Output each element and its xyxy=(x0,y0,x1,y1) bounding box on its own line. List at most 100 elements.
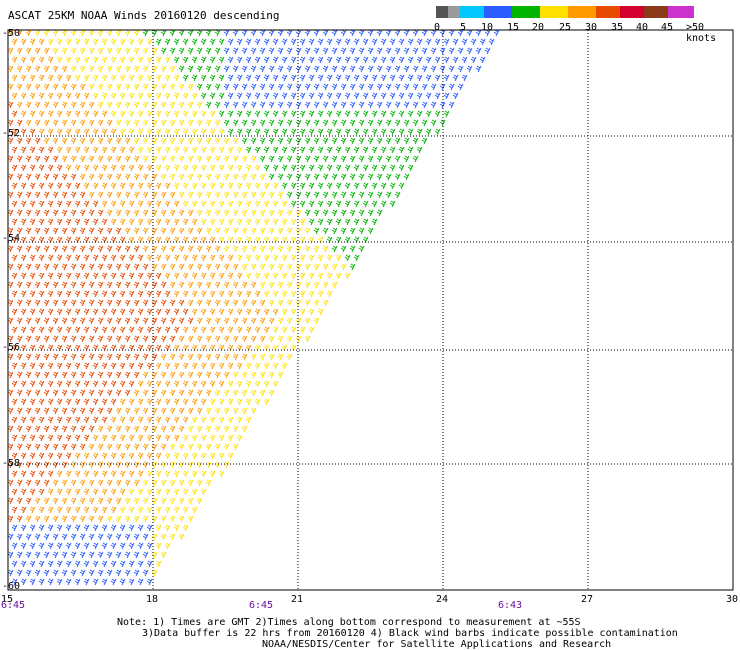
wind-barb xyxy=(160,479,167,487)
wind-barb xyxy=(155,128,162,136)
wind-barb xyxy=(340,263,347,271)
wind-barb xyxy=(335,272,342,280)
wind-barb xyxy=(263,326,270,334)
wind-barb xyxy=(25,47,32,55)
wind-barb xyxy=(88,245,95,253)
wind-barb xyxy=(344,182,351,190)
wind-barb xyxy=(272,362,279,370)
wind-barb xyxy=(223,119,230,127)
wind-barb xyxy=(214,425,221,433)
wind-barb xyxy=(196,101,203,109)
wind-barb xyxy=(191,362,198,370)
wind-barb xyxy=(326,92,333,100)
wind-barb xyxy=(349,29,356,37)
wind-barb xyxy=(367,29,374,37)
wind-barb xyxy=(322,119,329,127)
wind-barb xyxy=(25,371,32,379)
wind-barb xyxy=(25,335,32,343)
wind-barb xyxy=(277,137,284,145)
wind-barb xyxy=(119,308,126,316)
wind-barb xyxy=(268,191,275,199)
wind-barb xyxy=(259,83,266,91)
wind-barb xyxy=(236,164,243,172)
wind-barb xyxy=(119,560,126,568)
wind-barb xyxy=(52,119,59,127)
wind-barb xyxy=(281,326,288,334)
wind-barb xyxy=(101,110,108,118)
wind-barb xyxy=(241,155,248,163)
wind-barb xyxy=(124,245,131,253)
wind-barb xyxy=(61,101,68,109)
wind-barb xyxy=(344,254,351,262)
wind-barb xyxy=(304,65,311,73)
wind-barb xyxy=(88,515,95,523)
wind-barb xyxy=(88,371,95,379)
wind-barb xyxy=(389,110,396,118)
wind-barb xyxy=(142,551,149,559)
wind-barb xyxy=(16,299,23,307)
wind-barb xyxy=(340,137,347,145)
wind-barb xyxy=(92,110,99,118)
wind-barb xyxy=(385,83,392,91)
wind-barb xyxy=(61,119,68,127)
wind-barb xyxy=(92,470,99,478)
wind-barb xyxy=(70,533,77,541)
wind-barb xyxy=(52,173,59,181)
wind-barb xyxy=(97,83,104,91)
wind-barb xyxy=(88,335,95,343)
wind-barb xyxy=(124,407,131,415)
wind-barb xyxy=(218,164,225,172)
wind-barb xyxy=(412,65,419,73)
wind-barb xyxy=(434,38,441,46)
wind-barb xyxy=(340,47,347,55)
wind-barb xyxy=(47,452,54,460)
wind-barb xyxy=(362,38,369,46)
wind-barb xyxy=(92,578,99,586)
wind-barb xyxy=(380,56,387,64)
wind-barb xyxy=(79,263,86,271)
colorbar-tick-label: 25 xyxy=(559,22,572,33)
wind-barb xyxy=(236,272,243,280)
wind-barb xyxy=(110,470,117,478)
wind-barb xyxy=(191,38,198,46)
wind-barb xyxy=(232,317,239,325)
wind-barb xyxy=(16,191,23,199)
wind-barb xyxy=(56,506,63,514)
wind-barb xyxy=(20,110,27,118)
lat-label: -60 xyxy=(2,581,20,592)
wind-barb xyxy=(196,335,203,343)
wind-barb xyxy=(317,92,324,100)
wind-barb xyxy=(142,443,149,451)
wind-barb xyxy=(115,281,122,289)
wind-barb xyxy=(34,29,41,37)
wind-barb xyxy=(187,317,194,325)
wind-barb xyxy=(146,398,153,406)
wind-barb xyxy=(61,551,68,559)
wind-barb xyxy=(367,227,374,235)
wind-barb xyxy=(106,551,113,559)
wind-barb xyxy=(88,281,95,289)
wind-barb xyxy=(146,362,153,370)
wind-barb xyxy=(92,362,99,370)
wind-barb xyxy=(47,542,54,550)
wind-barb xyxy=(304,137,311,145)
wind-barb xyxy=(299,92,306,100)
wind-barb xyxy=(56,164,63,172)
wind-barb xyxy=(61,317,68,325)
wind-barb xyxy=(313,209,320,217)
wind-barb xyxy=(223,335,230,343)
wind-barb xyxy=(7,353,14,361)
wind-barb xyxy=(74,110,81,118)
wind-barb xyxy=(29,182,36,190)
wind-barb xyxy=(29,164,36,172)
wind-barb xyxy=(20,416,27,424)
wind-barb xyxy=(232,371,239,379)
wind-barb xyxy=(101,488,108,496)
wind-barb xyxy=(11,272,18,280)
wind-barb xyxy=(88,263,95,271)
wind-barb xyxy=(83,398,90,406)
wind-barb xyxy=(146,524,153,532)
wind-barb xyxy=(20,506,27,514)
wind-barb xyxy=(92,380,99,388)
wind-barb xyxy=(43,281,50,289)
